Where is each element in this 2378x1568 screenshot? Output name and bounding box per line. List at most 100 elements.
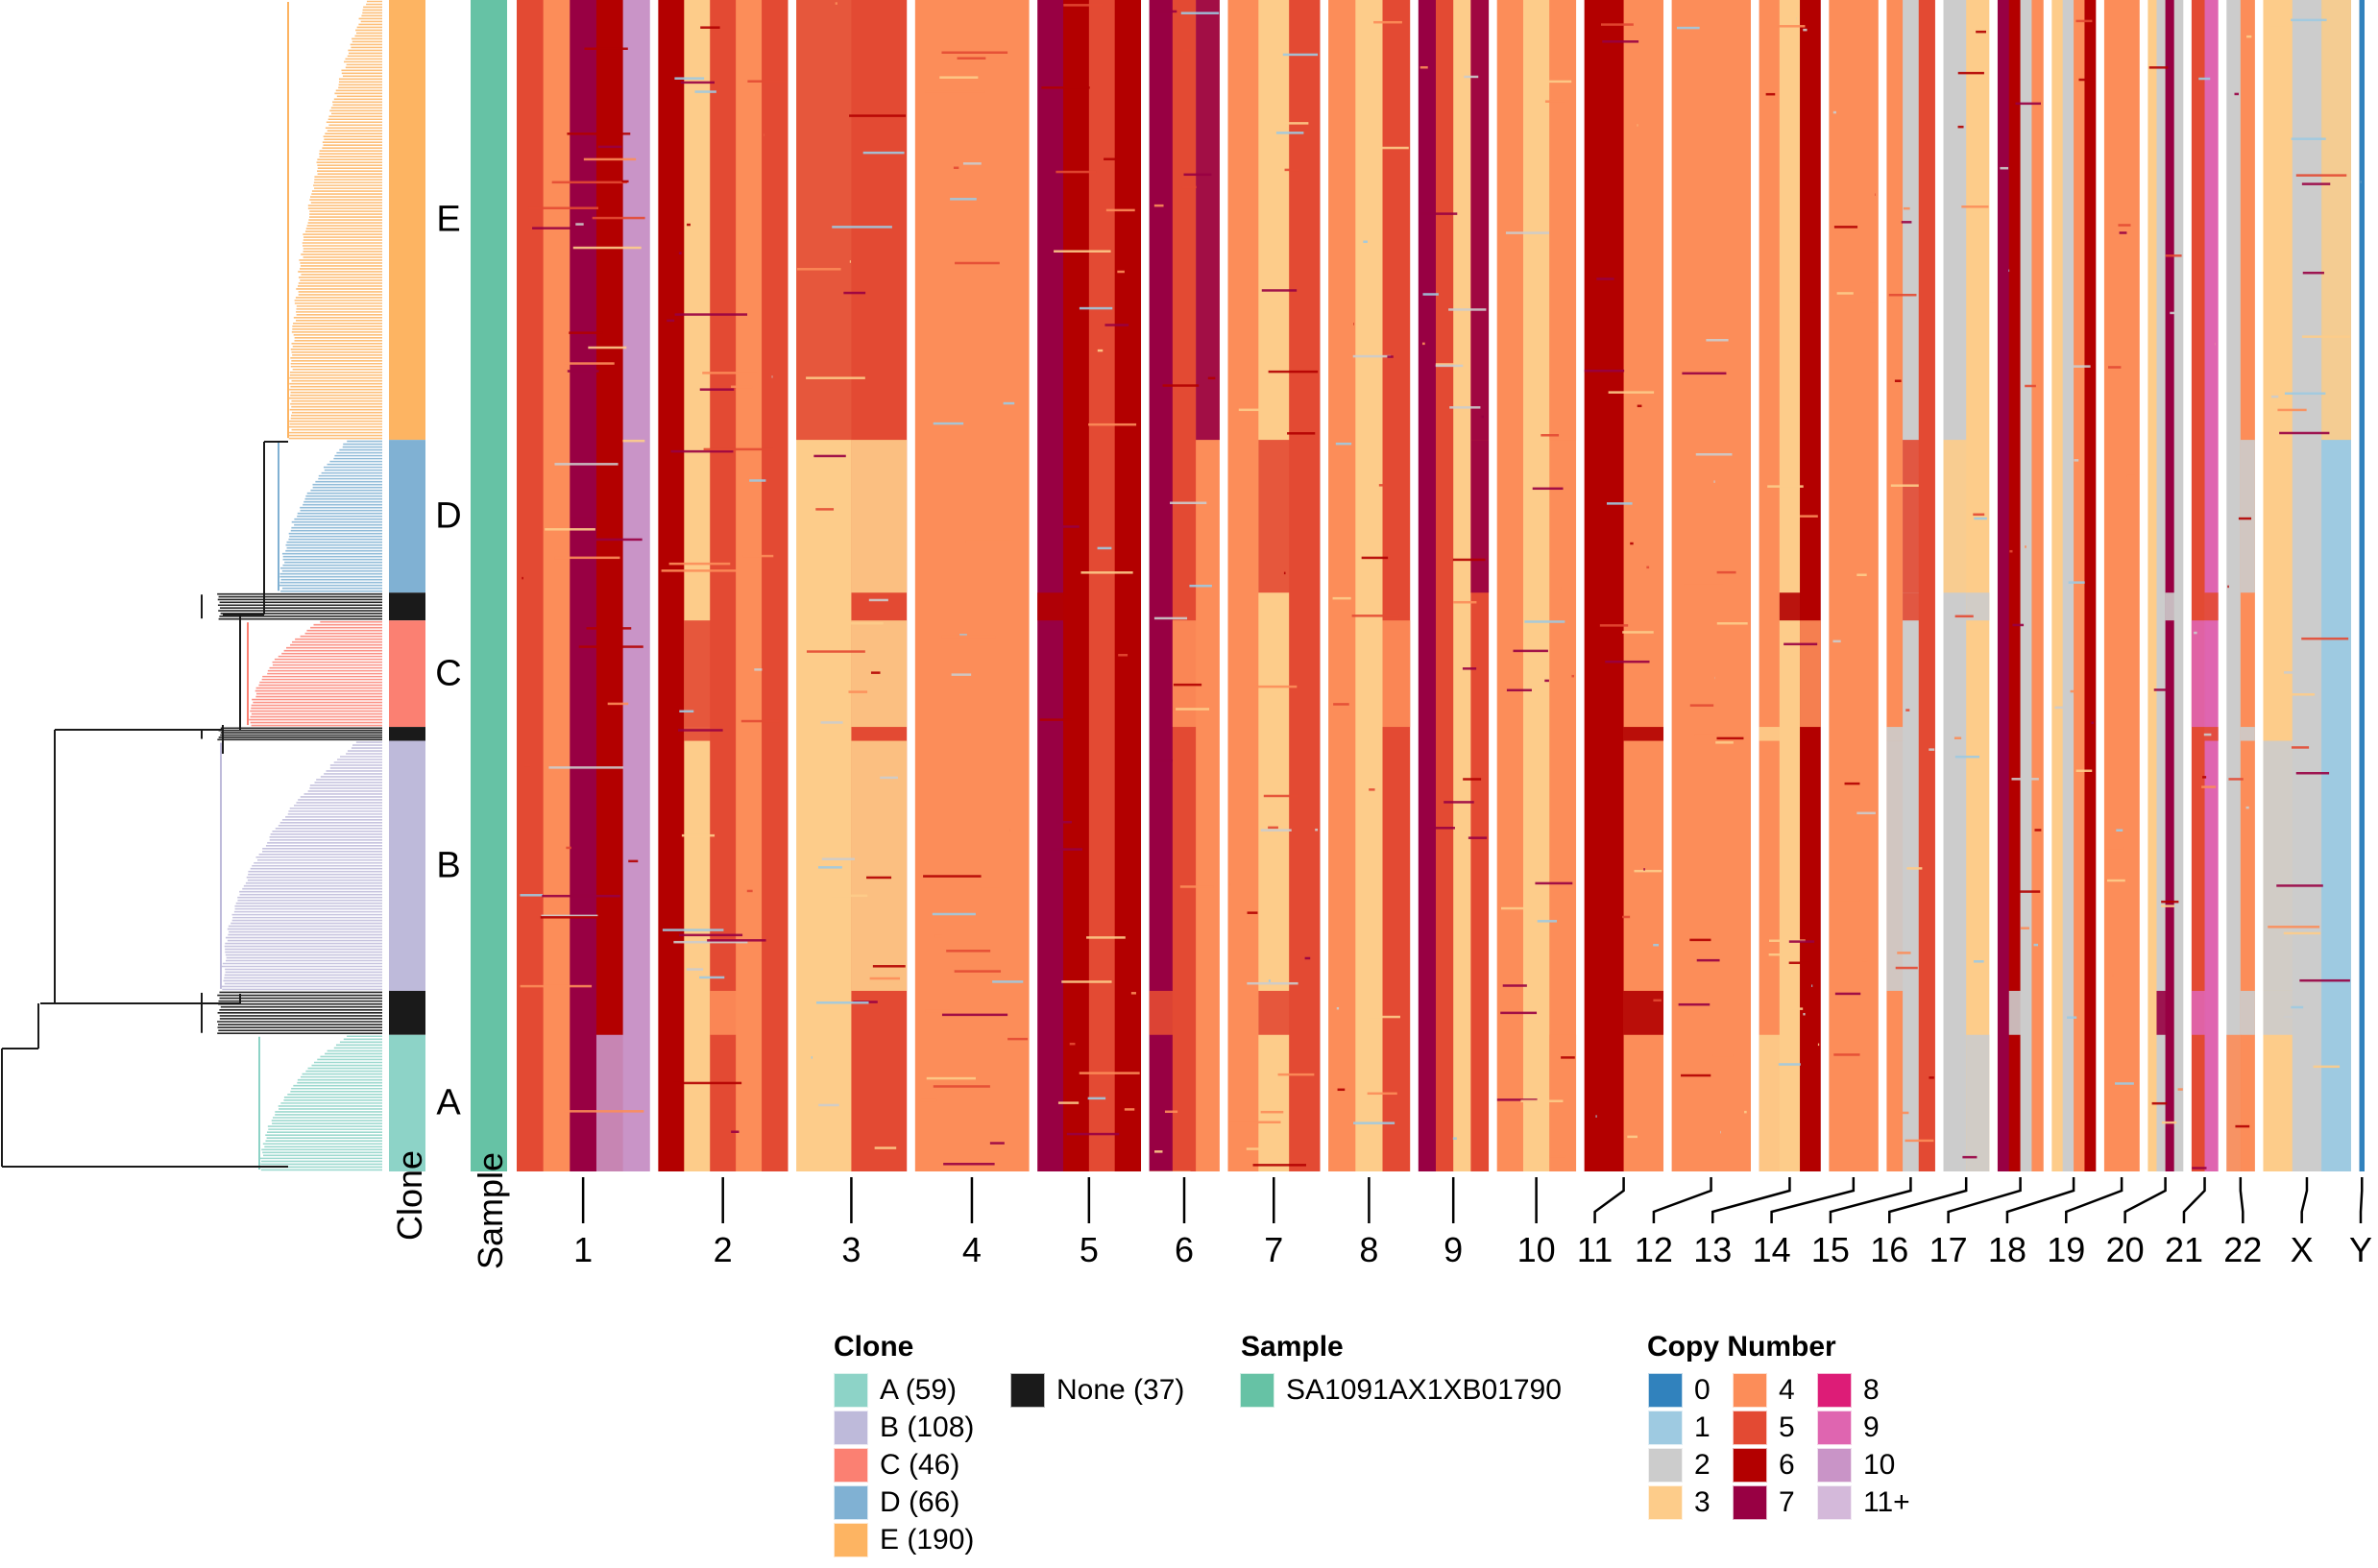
- heatmap-cell: [2034, 829, 2042, 832]
- chromosome-label: 3: [841, 1230, 861, 1269]
- heatmap-cell: [953, 166, 959, 170]
- heatmap-cell: [1452, 1137, 1457, 1140]
- heatmap-cell: [1180, 12, 1220, 14]
- heatmap-cell: [1929, 748, 1935, 751]
- heatmap-cell: [2235, 1124, 2250, 1128]
- heatmap-cell: [628, 859, 639, 863]
- heatmap-cell: [1561, 1056, 1575, 1059]
- chromosome-tick: 3: [841, 1177, 861, 1269]
- heatmap-cell: [951, 673, 972, 676]
- legend-sample-item: SA1091AX1XB01790: [1240, 1373, 1562, 1408]
- chromosome-axis: 1 2 3 4 5 6 7 8 9 10 11 12 13 14 15 16 17 18 19 20 21 22 X Y: [573, 1177, 2372, 1269]
- heatmap-cell: [817, 866, 842, 869]
- heatmap-cell: [747, 80, 788, 83]
- heatmap-cell: [1957, 125, 1964, 129]
- heatmap-cell: [1124, 1108, 1135, 1111]
- heatmap-cell-band: [1759, 0, 1781, 1171]
- heatmap-cell-band: [1800, 620, 1821, 728]
- heatmap-cell: [687, 223, 691, 227]
- legend-clone-label: D (66): [880, 1486, 960, 1518]
- heatmap-cell: [1315, 828, 1319, 832]
- heatmap-cell: [1153, 616, 1188, 620]
- heatmap-cell: [2075, 19, 2093, 23]
- heatmap-cell: [2015, 102, 2041, 106]
- heatmap-cell: [1105, 208, 1135, 212]
- heatmap-cell: [1856, 573, 1867, 576]
- chromosome-14-block: [1829, 0, 1879, 1171]
- heatmap-cell: [754, 668, 763, 671]
- tick-mark: [2065, 1177, 2123, 1223]
- heatmap-cell: [1544, 679, 1549, 683]
- heatmap-cell: [1961, 205, 1989, 208]
- chromosome-22-block: [2226, 0, 2255, 1171]
- heatmap-cell: [2074, 459, 2079, 462]
- heatmap-cell: [1363, 240, 1368, 244]
- heatmap-cell: [1496, 1098, 1538, 1101]
- heatmap-cell: [1888, 293, 1917, 297]
- heatmap-cell-band: [1196, 0, 1220, 441]
- heatmap-cell: [1263, 794, 1299, 798]
- chromosome-16-block: [1943, 0, 1990, 1171]
- heatmap-cell: [849, 260, 851, 263]
- heatmap-cell: [2054, 706, 2070, 710]
- tree-clade: [278, 440, 382, 592]
- chromosome-tick: 9: [1444, 1177, 1463, 1269]
- heatmap-cell-band: [1966, 1034, 1990, 1171]
- heatmap-cell: [1549, 1155, 1566, 1158]
- tree-backbone: [1, 441, 288, 1168]
- legend-copy-number-label: 3: [1694, 1486, 1711, 1518]
- heatmap-cell: [1862, 958, 1868, 962]
- tree-clade: [201, 592, 382, 620]
- heatmap-cell: [957, 57, 986, 60]
- heatmap-cell: [1260, 829, 1292, 832]
- heatmap-cell: [2295, 174, 2347, 177]
- chromosome-19-block: [2103, 0, 2140, 1171]
- legend-clone-swatch: [1010, 1373, 1045, 1408]
- heatmap-cell: [1844, 782, 1860, 785]
- chromosome-9-block: [1418, 0, 1490, 1171]
- sample-axis-label: Sample: [471, 1151, 510, 1269]
- heatmap-cell: [588, 346, 627, 350]
- chromosome-15-block: [1886, 0, 1935, 1171]
- chromosome-6-block: [1149, 0, 1220, 1171]
- heatmap-cell: [1715, 741, 1734, 744]
- heatmap-cell: [946, 950, 991, 953]
- heatmap-cell: [2284, 392, 2326, 396]
- legend-clone-item: D (66): [834, 1485, 959, 1520]
- heatmap-cell-band: [762, 0, 789, 1171]
- legend-clone-item: C (46): [834, 1448, 959, 1483]
- chromosome-tick: 2: [714, 1177, 733, 1269]
- heatmap-cell: [1353, 1122, 1395, 1124]
- heatmap-cell: [1041, 86, 1090, 89]
- clone-row-label: E: [436, 199, 461, 240]
- chromosome-5-block: [1037, 0, 1142, 1171]
- heatmap-cell: [1353, 323, 1354, 326]
- tick-mark: [2123, 1177, 2167, 1223]
- heatmap-cell: [2301, 335, 2351, 338]
- heatmap-cell: [1420, 65, 1428, 69]
- heatmap-cell: [1069, 1042, 1076, 1046]
- heatmap-cell: [622, 439, 645, 443]
- heatmap-cell: [707, 939, 766, 942]
- legend-clone-item: None (37): [1010, 1373, 1184, 1408]
- heatmap-cell: [1706, 339, 1729, 342]
- heatmap-cell: [2025, 384, 2036, 388]
- heatmap-cell: [584, 47, 628, 50]
- heatmap-cell: [771, 375, 773, 378]
- chromosome-label: 5: [1080, 1230, 1099, 1269]
- heatmap-cell: [2177, 1088, 2183, 1091]
- heatmap-cell: [1282, 53, 1319, 57]
- heatmap-cell: [806, 650, 865, 653]
- heatmap-cell: [1277, 1073, 1315, 1076]
- heatmap-cell: [965, 540, 1015, 543]
- heatmap-cell-band: [622, 0, 650, 1171]
- heatmap-cell: [554, 463, 619, 466]
- heatmap-cell-band: [1227, 0, 1259, 1171]
- chromosome-tick: 4: [962, 1177, 982, 1269]
- heatmap-cell: [590, 538, 643, 542]
- legend-copy-number-swatch: [1817, 1448, 1852, 1483]
- chromosome-tick: 5: [1080, 1177, 1099, 1269]
- heatmap-cell: [1905, 709, 1910, 712]
- heatmap-cell: [1777, 25, 1806, 28]
- heatmap-cell: [2000, 166, 2009, 170]
